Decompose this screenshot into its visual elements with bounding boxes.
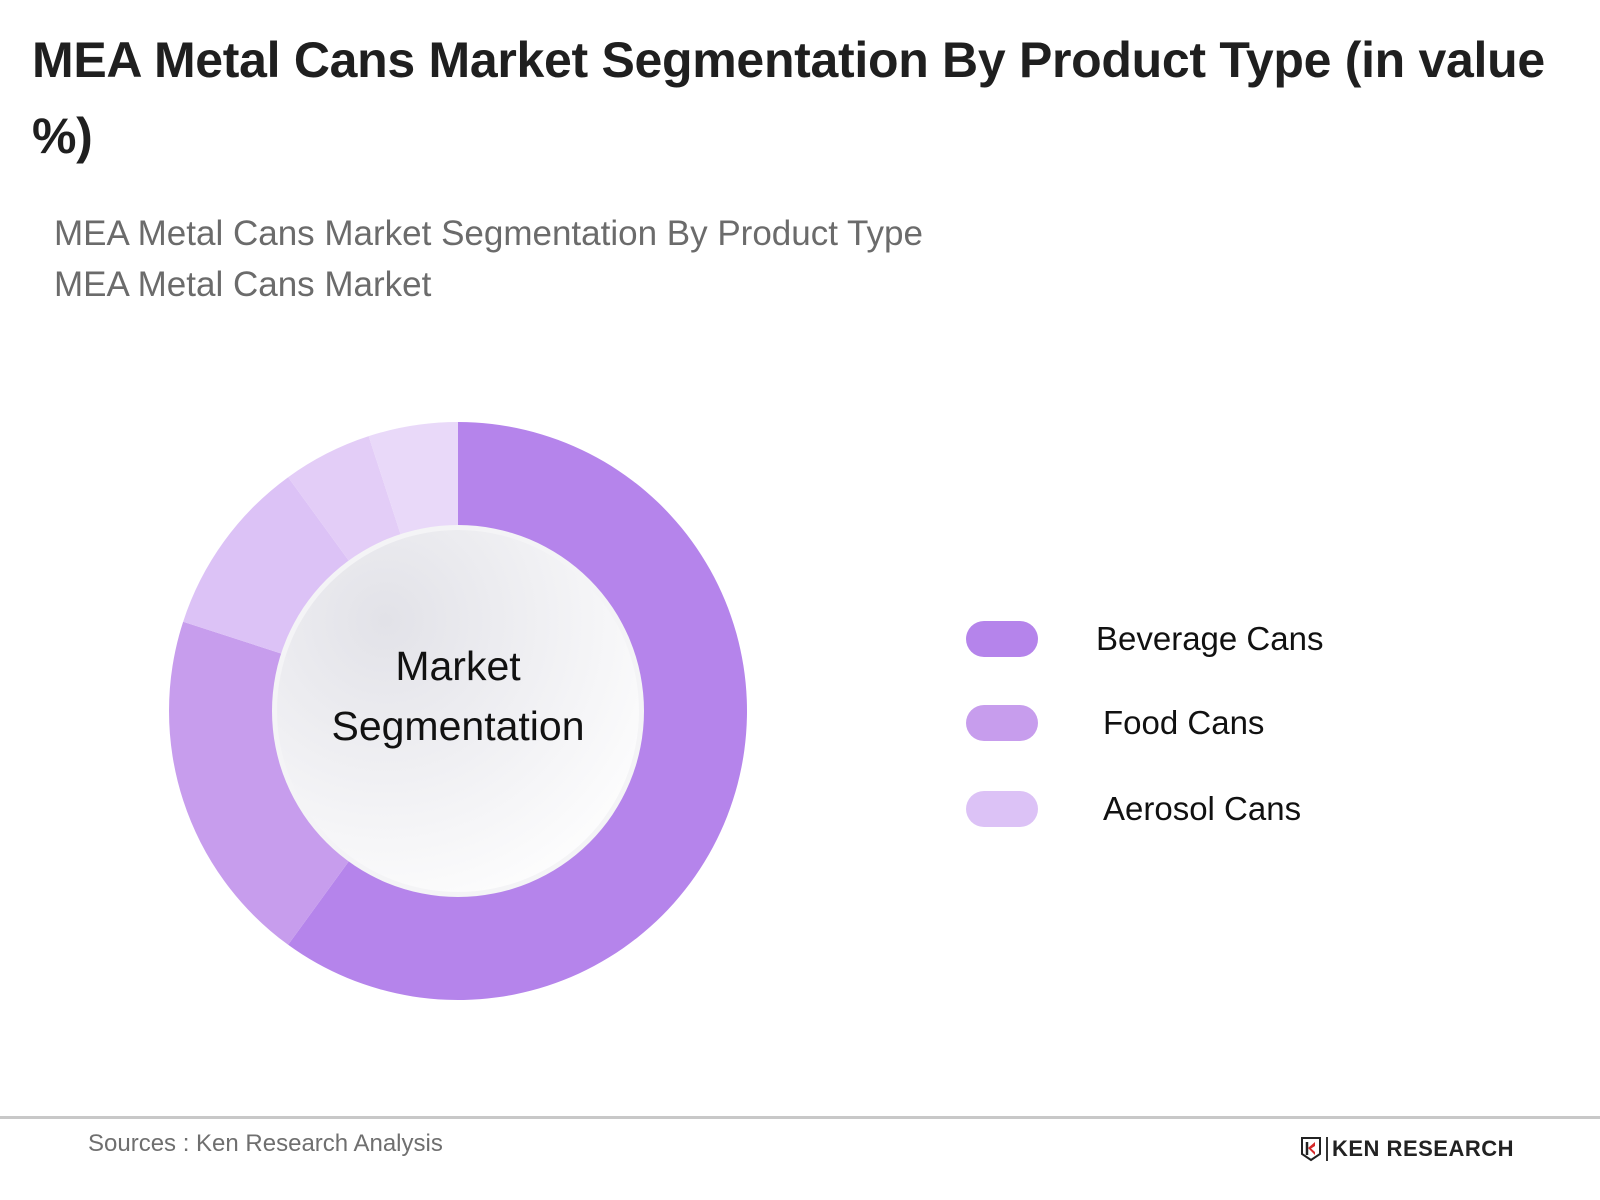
- page-title: MEA Metal Cans Market Segmentation By Pr…: [32, 32, 1545, 164]
- center-label-line-1: Market: [395, 643, 521, 689]
- legend-item-aerosol-cans[interactable]: Aerosol Cans: [966, 787, 1466, 827]
- subtitle-line-1: MEA Metal Cans Market Segmentation By Pr…: [54, 214, 923, 253]
- legend-label: Beverage Cans: [1096, 620, 1324, 657]
- center-label: Market Segmentation: [288, 636, 628, 756]
- legend-swatch: [966, 791, 1038, 827]
- subtitle-line-2: MEA Metal Cans Market: [54, 265, 432, 304]
- brand-name: KEN RESEARCH: [1332, 1136, 1515, 1161]
- chart-subtitle: MEA Metal Cans Market Segmentation By Pr…: [54, 208, 923, 310]
- legend-item-beverage-cans[interactable]: Beverage Cans: [966, 617, 1466, 657]
- center-disc: [277, 530, 639, 892]
- donut-slice-food-cans[interactable]: [169, 621, 370, 945]
- legend-swatch: [966, 621, 1038, 657]
- legend-label: Food Cans: [1103, 704, 1265, 741]
- ken-research-logo-icon: [1301, 1137, 1321, 1162]
- legend-label: Aerosol Cans: [1103, 790, 1302, 827]
- source-note: Sources : Ken Research Analysis: [88, 1130, 443, 1157]
- brand-logo: KEN RESEARCH: [1300, 1134, 1514, 1164]
- center-label-line-2: Segmentation: [331, 703, 585, 749]
- legend-swatch: [966, 705, 1038, 741]
- brand-separator: [1326, 1137, 1328, 1161]
- footer-divider: [0, 1116, 1600, 1119]
- legend-item-food-cans[interactable]: Food Cans: [966, 701, 1466, 741]
